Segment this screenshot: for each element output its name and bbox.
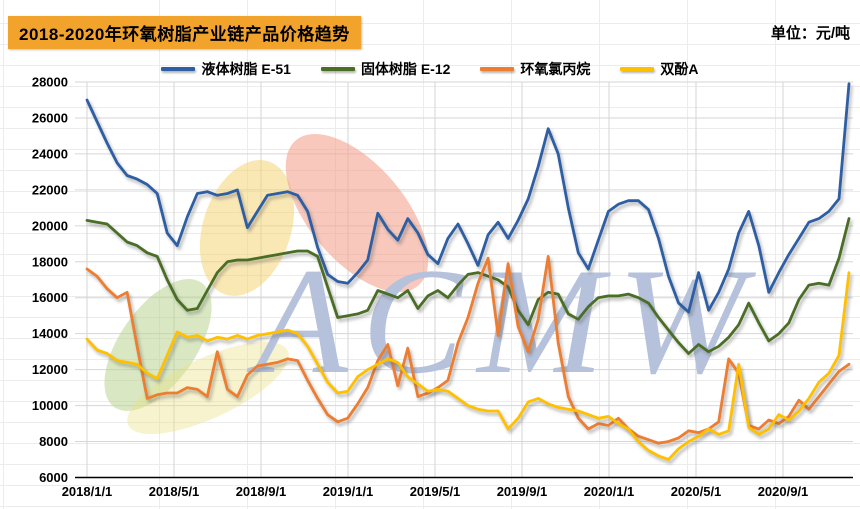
y-tick-label: 6000 — [39, 470, 68, 485]
legend-label: 液体树脂 E-51 — [201, 61, 291, 77]
legend-line-swatch — [620, 67, 655, 71]
legend-item-1[interactable]: 固体树脂 E-12 — [320, 59, 451, 79]
y-tick-label: 8000 — [39, 434, 68, 449]
legend-line-swatch — [480, 67, 515, 71]
x-tick-label: 2019/9/1 — [497, 484, 548, 499]
x-tick-label: 2019/1/1 — [323, 484, 374, 499]
x-tick-label: 2018/1/1 — [62, 484, 113, 499]
y-tick-label: 12000 — [32, 362, 68, 377]
legend-label: 双酚A — [660, 61, 699, 77]
chart-title: 2018-2020年环氧树脂产业链产品价格趋势 — [8, 16, 361, 49]
legend-label: 固体树脂 E-12 — [360, 61, 451, 77]
unit-label: 单位：元/吨 — [770, 25, 850, 42]
legend-line-swatch — [320, 67, 355, 71]
x-tick-label: 2020/5/1 — [671, 484, 722, 499]
y-tick-label: 22000 — [32, 182, 68, 197]
x-tick-label: 2020/1/1 — [584, 484, 635, 499]
series-line-2 — [85, 254, 851, 445]
x-tick-label: 2019/5/1 — [410, 484, 461, 499]
watermark-logo: ACMW — [104, 133, 744, 435]
y-tick-label: 28000 — [32, 75, 68, 90]
x-tick-label: 2020/9/1 — [758, 484, 809, 499]
legend-item-2[interactable]: 环氧氯丙烷 — [480, 59, 590, 79]
x-tick-label: 2018/5/1 — [149, 484, 200, 499]
y-tick-label: 16000 — [32, 290, 68, 305]
legend-label: 环氧氯丙烷 — [520, 61, 591, 77]
y-tick-label: 20000 — [32, 218, 68, 233]
y-tick-label: 10000 — [32, 398, 68, 413]
series-line-1 — [85, 217, 851, 355]
legend-item-0[interactable]: 液体树脂 E-51 — [161, 59, 291, 79]
series-line-3 — [85, 271, 851, 461]
axes: 6000 8000 10000 12000 14000 16000 18000 20000 22… — [32, 75, 853, 499]
y-tick-label: 14000 — [32, 326, 68, 341]
y-tick-label: 26000 — [32, 110, 68, 125]
y-tick-label: 24000 — [32, 146, 68, 161]
chart-legend: 液体树脂 E-51 固体树脂 E-12 环氧氯丙烷 双酚A — [0, 59, 860, 79]
x-tick-label: 2018/9/1 — [236, 484, 287, 499]
legend-item-3[interactable]: 双酚A — [620, 59, 699, 79]
legend-line-swatch — [161, 67, 196, 71]
y-tick-label: 18000 — [32, 254, 68, 269]
series-line-0 — [85, 82, 851, 314]
